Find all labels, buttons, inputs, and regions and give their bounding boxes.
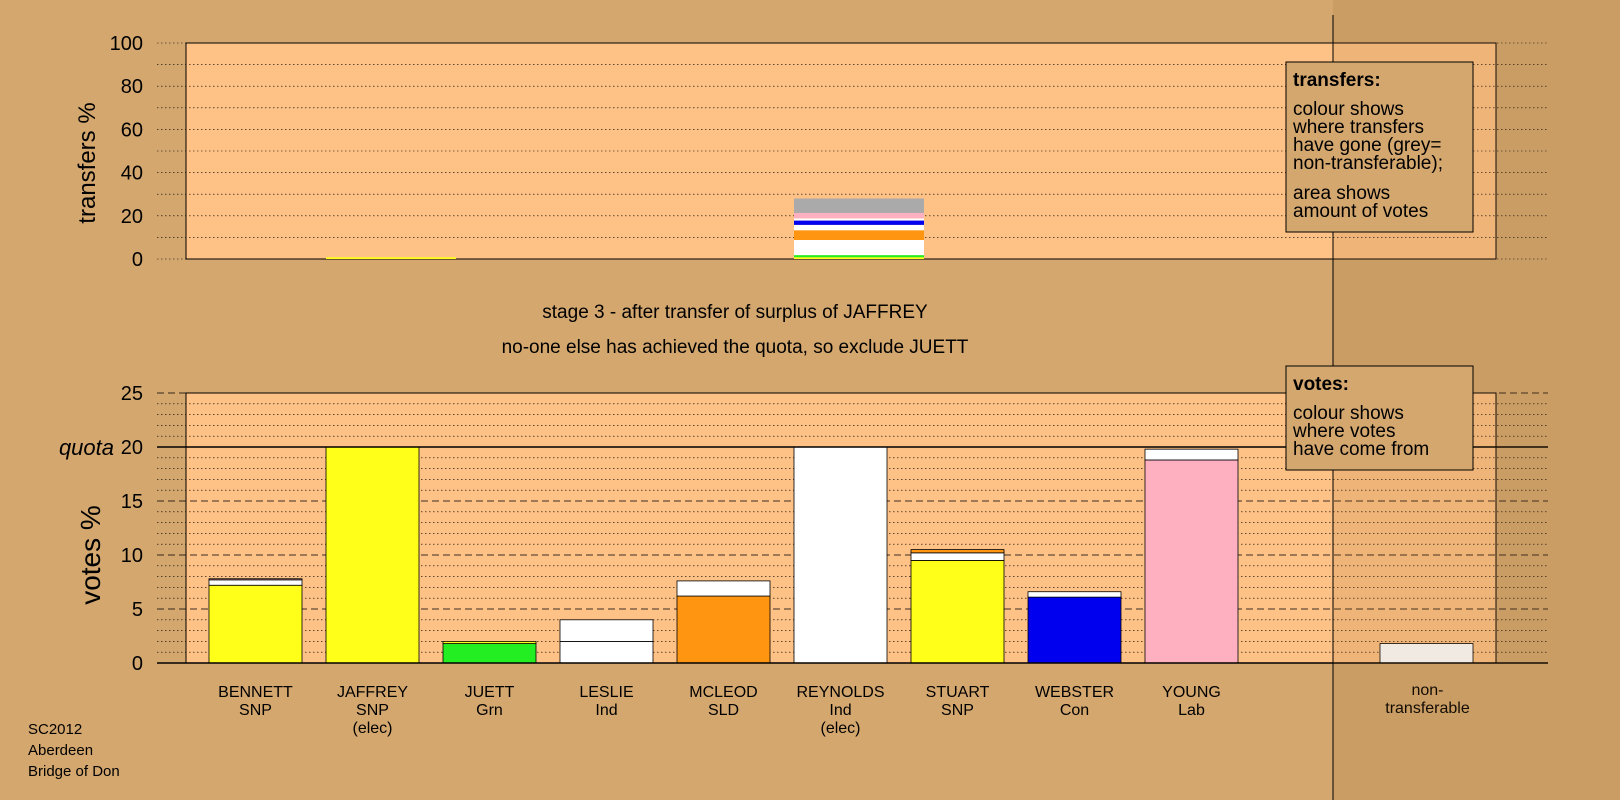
- transfer-segment: [794, 218, 924, 221]
- votes-legend: votes: colour shows where votes have com…: [1285, 365, 1474, 471]
- vote-segment: [208, 579, 303, 586]
- transfers-legend-line: area shows: [1293, 183, 1390, 204]
- transfer-segment: [794, 252, 924, 256]
- transfers-legend: transfers: colour shows where transfers …: [1285, 61, 1474, 233]
- candidate-name: MCLEOD: [689, 684, 757, 701]
- stage-subtitle: no-one else has achieved the quota, so e…: [502, 337, 969, 358]
- transfer-segment: [794, 224, 924, 231]
- transfers-legend-box: [1285, 61, 1474, 233]
- vote-segment: [1144, 448, 1239, 461]
- candidate-name: JAFFREY: [337, 684, 408, 701]
- transfers-y-ticks: 0 20 40 60 80 100: [110, 33, 143, 271]
- footer-ward: Bridge of Don: [28, 763, 120, 780]
- vote-segment: [793, 446, 888, 664]
- vote-segment: [1027, 591, 1122, 598]
- vote-segment: [1027, 596, 1122, 664]
- transfers-panel: 0 20 40 60 80 100 transfers %: [74, 33, 1548, 271]
- candidate-party: Ind: [829, 702, 851, 719]
- vote-segment: [910, 552, 1005, 561]
- votes-axis-label: votes %: [75, 505, 106, 605]
- votes-y-ticks: 0 5 10 15 20 25: [121, 383, 143, 675]
- transfers-tick-label: 100: [110, 33, 143, 55]
- transfer-segment: [794, 230, 924, 240]
- votes-legend-line: have come from: [1293, 439, 1429, 460]
- vote-segment: [676, 595, 771, 664]
- candidate-name: YOUNG: [1162, 684, 1221, 701]
- candidate-labels: BENNETTSNPJAFFREYSNP(elec)JUETTGrnLESLIE…: [218, 682, 1470, 737]
- transfer-segment: [794, 257, 924, 259]
- votes-bars: [208, 446, 1474, 664]
- candidate-party: Ind: [595, 702, 617, 719]
- votes-tick-label: 5: [132, 599, 143, 621]
- stage-title: stage 3 - after transfer of surplus of J…: [542, 302, 928, 323]
- candidate-name: REYNOLDS: [796, 684, 884, 701]
- candidate-party: SNP: [356, 702, 389, 719]
- transfer-segment: [794, 239, 924, 253]
- votes-tick-label: 20: [121, 437, 143, 459]
- candidate-status: (elec): [352, 720, 392, 737]
- transfers-tick-label: 0: [132, 249, 143, 271]
- vote-segment: [910, 560, 1005, 664]
- candidate-party: Lab: [1178, 702, 1205, 719]
- transfers-tick-label: 60: [121, 119, 143, 141]
- candidate-party: Grn: [476, 702, 503, 719]
- transfers-legend-line: where transfers: [1292, 117, 1424, 138]
- vote-segment: [442, 643, 537, 664]
- vote-segment: [442, 641, 537, 644]
- transfers-legend-line: have gone (grey=: [1293, 135, 1441, 156]
- candidate-name: JUETT: [465, 684, 515, 701]
- transfer-segment: [794, 255, 924, 258]
- footer-council: Aberdeen: [28, 742, 93, 759]
- transfers-tick-label: 20: [121, 206, 143, 228]
- candidate-name: LESLIE: [579, 684, 633, 701]
- candidate-party: SNP: [239, 702, 272, 719]
- candidate-party: Con: [1060, 702, 1089, 719]
- vote-segment: [208, 578, 303, 581]
- vote-segment: [559, 641, 654, 664]
- votes-tick-label: 15: [121, 491, 143, 513]
- non-transferable-label: transferable: [1385, 700, 1470, 717]
- transfers-tick-label: 80: [121, 76, 143, 98]
- votes-tick-label: 10: [121, 545, 143, 567]
- candidate-status: (elec): [820, 720, 860, 737]
- transfer-segment: [794, 198, 924, 213]
- transfers-bars: [326, 198, 924, 259]
- non-transferable-label: non-: [1411, 682, 1443, 699]
- transfers-legend-title: transfers:: [1293, 70, 1381, 91]
- transfers-legend-line: amount of votes: [1293, 201, 1428, 222]
- candidate-party: SLD: [708, 702, 739, 719]
- vote-segment: [325, 446, 420, 664]
- vote-segment: [208, 584, 303, 664]
- transfer-segment: [794, 212, 924, 219]
- transfers-legend-line: colour shows: [1293, 99, 1404, 120]
- candidate-name: STUART: [926, 684, 990, 701]
- vote-segment: [559, 619, 654, 642]
- footer-election: SC2012: [28, 721, 82, 738]
- candidate-name: WEBSTER: [1035, 684, 1114, 701]
- votes-legend-title: votes:: [1293, 374, 1349, 395]
- candidate-name: BENNETT: [218, 684, 293, 701]
- votes-legend-line: colour shows: [1293, 403, 1404, 424]
- votes-legend-line: where votes: [1292, 421, 1395, 442]
- transfer-segment: [794, 220, 924, 225]
- transfers-tick-label: 40: [121, 163, 143, 185]
- transfers-axis-label: transfers %: [74, 102, 101, 223]
- transfers-legend-line: non-transferable);: [1293, 153, 1443, 174]
- votes-tick-label: 0: [132, 653, 143, 675]
- vote-segment: [1144, 459, 1239, 664]
- vote-segment: [676, 580, 771, 597]
- quota-label: quota: [59, 435, 114, 460]
- candidate-party: SNP: [941, 702, 974, 719]
- transfer-segment: [326, 257, 456, 259]
- vote-segment: [910, 549, 1005, 554]
- votes-tick-label: 25: [121, 383, 143, 405]
- votes-legend-box: [1285, 365, 1474, 471]
